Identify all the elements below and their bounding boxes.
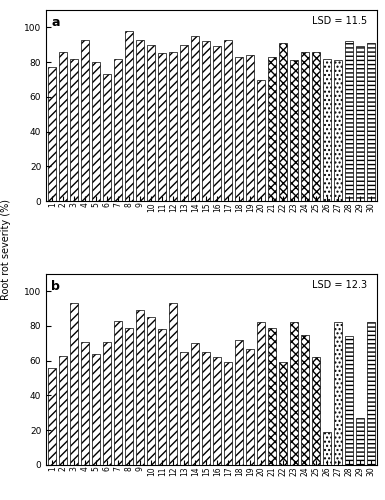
Bar [191, 36, 199, 201]
Bar [290, 322, 298, 465]
Bar [158, 330, 166, 465]
Bar [323, 58, 331, 201]
Bar [312, 52, 320, 201]
Bar [246, 348, 254, 465]
Bar [158, 54, 166, 201]
Bar [48, 68, 56, 201]
Bar [103, 342, 111, 465]
Bar [345, 42, 353, 201]
Bar [70, 304, 79, 465]
Bar [279, 362, 287, 465]
Bar [268, 57, 276, 201]
Bar [81, 40, 89, 201]
Bar [334, 60, 342, 201]
Bar [180, 352, 188, 465]
Bar [147, 318, 156, 465]
Bar [246, 55, 254, 201]
Bar [213, 46, 221, 201]
Bar [70, 58, 79, 201]
Bar [114, 58, 122, 201]
Bar [235, 340, 243, 465]
Bar [345, 336, 353, 465]
Bar [356, 418, 364, 465]
Bar [202, 352, 210, 465]
Bar [92, 354, 100, 465]
Bar [257, 80, 265, 201]
Bar [136, 40, 144, 201]
Bar [367, 322, 375, 465]
Bar [323, 432, 331, 465]
Bar [224, 40, 233, 201]
Bar [312, 357, 320, 465]
Bar [301, 52, 310, 201]
Bar [290, 60, 298, 201]
Bar [213, 357, 221, 465]
Bar [224, 362, 233, 465]
Text: LSD = 11.5: LSD = 11.5 [312, 16, 367, 26]
Bar [169, 52, 177, 201]
Bar [169, 304, 177, 465]
Bar [367, 43, 375, 201]
Bar [136, 310, 144, 465]
Bar [235, 57, 243, 201]
Text: Root rot severity (%): Root rot severity (%) [1, 200, 11, 300]
Bar [356, 46, 364, 201]
Bar [147, 45, 156, 201]
Bar [48, 368, 56, 465]
Bar [125, 328, 133, 465]
Bar [279, 43, 287, 201]
Bar [202, 42, 210, 201]
Bar [257, 322, 265, 465]
Bar [191, 344, 199, 465]
Bar [268, 328, 276, 465]
Bar [103, 74, 111, 201]
Text: LSD = 12.3: LSD = 12.3 [312, 280, 367, 289]
Bar [92, 62, 100, 201]
Bar [301, 334, 310, 465]
Text: b: b [51, 280, 60, 292]
Bar [59, 356, 67, 465]
Bar [59, 52, 67, 201]
Bar [114, 320, 122, 465]
Bar [125, 31, 133, 201]
Text: a: a [51, 16, 60, 28]
Bar [81, 342, 89, 465]
Bar [180, 45, 188, 201]
Bar [334, 322, 342, 465]
